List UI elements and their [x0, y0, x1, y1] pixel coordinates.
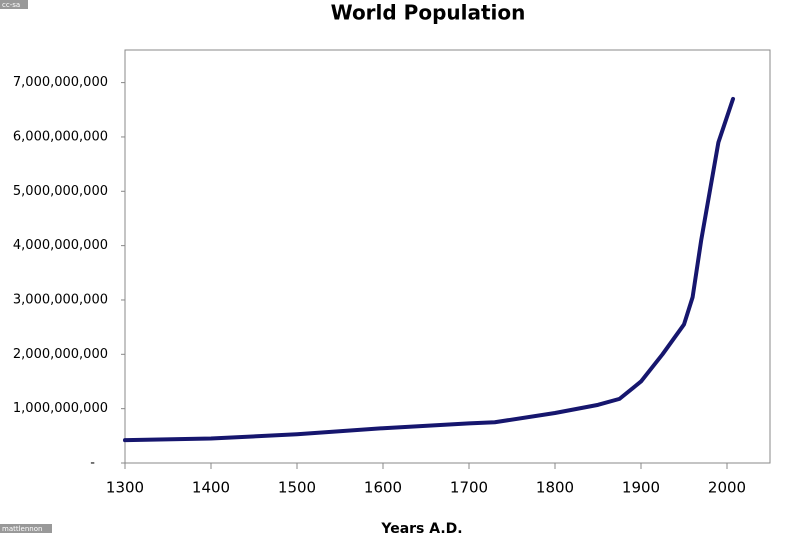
y-tick-label: 1,000,000,000 [13, 401, 108, 416]
credit: cc-sa [2, 1, 20, 9]
x-tick-label: 1900 [622, 479, 660, 497]
y-tick-label: 7,000,000,000 [13, 75, 108, 90]
plot-area [124, 49, 771, 464]
y-tick-label: 2,000,000,000 [13, 347, 108, 362]
x-tick-label: 1300 [106, 479, 144, 497]
x-tick-label: 2000 [708, 479, 746, 497]
chart-title: World Population [331, 1, 526, 25]
x-tick-label: 1500 [278, 479, 316, 497]
badge [0, 0, 28, 9]
x-tick-label: 1600 [364, 479, 402, 497]
y-tick-label: 5,000,000,000 [13, 184, 108, 199]
y-tick-label: - [90, 456, 95, 471]
y-tick-label: 4,000,000,000 [13, 238, 108, 253]
x-tick-label: 1400 [192, 479, 230, 497]
x-tick-label: 1700 [450, 479, 488, 497]
data-line [123, 96, 736, 443]
y-tick-label: 6,000,000,000 [13, 129, 108, 144]
x-axis-title: Years A.D. [380, 521, 462, 533]
credit: mattlennon [2, 525, 42, 533]
y-tick-label: 3,000,000,000 [13, 292, 108, 307]
x-tick-label: 1800 [536, 479, 574, 497]
badge [0, 524, 52, 533]
